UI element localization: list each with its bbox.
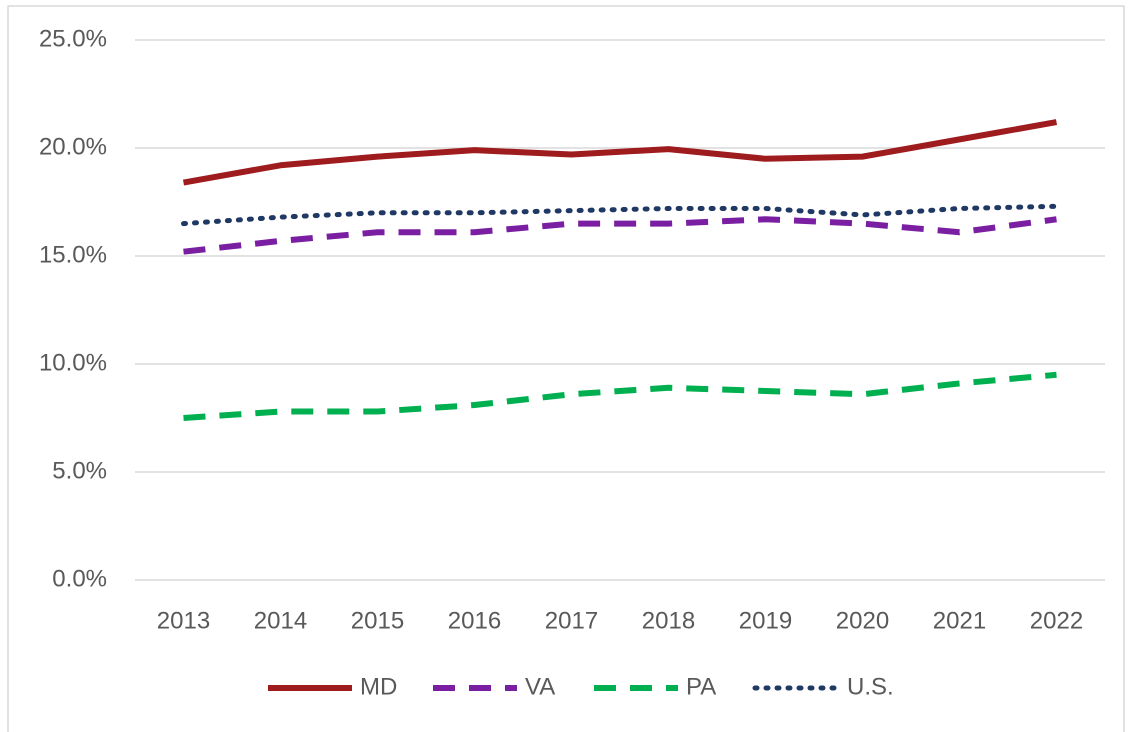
legend-label: U.S. <box>847 673 894 700</box>
y-tick-label: 0.0% <box>52 565 107 592</box>
y-tick-label: 15.0% <box>39 241 107 268</box>
x-tick-label: 2018 <box>642 607 695 634</box>
data-line <box>181 203 1059 227</box>
data-line <box>182 119 1058 186</box>
legend-label: VA <box>525 673 555 700</box>
x-tick-label: 2022 <box>1030 607 1083 634</box>
x-tick-label: 2019 <box>739 607 792 634</box>
x-tick-label: 2013 <box>157 607 210 634</box>
y-tick-label: 10.0% <box>39 349 107 376</box>
x-tick-label: 2015 <box>351 607 404 634</box>
chart-border <box>7 5 1125 732</box>
y-tick-label: 20.0% <box>39 133 107 160</box>
x-tick-label: 2021 <box>933 607 986 634</box>
data-line <box>183 216 1057 255</box>
x-tick-label: 2014 <box>254 607 307 634</box>
y-tick-label: 25.0% <box>39 25 107 52</box>
y-tick-label: 5.0% <box>52 457 107 484</box>
legend-label: PA <box>686 673 716 700</box>
legend-label: MD <box>360 673 397 700</box>
data-line <box>183 371 1057 421</box>
x-tick-label: 2017 <box>545 607 598 634</box>
x-tick-label: 2020 <box>836 607 889 634</box>
x-tick-label: 2016 <box>448 607 501 634</box>
